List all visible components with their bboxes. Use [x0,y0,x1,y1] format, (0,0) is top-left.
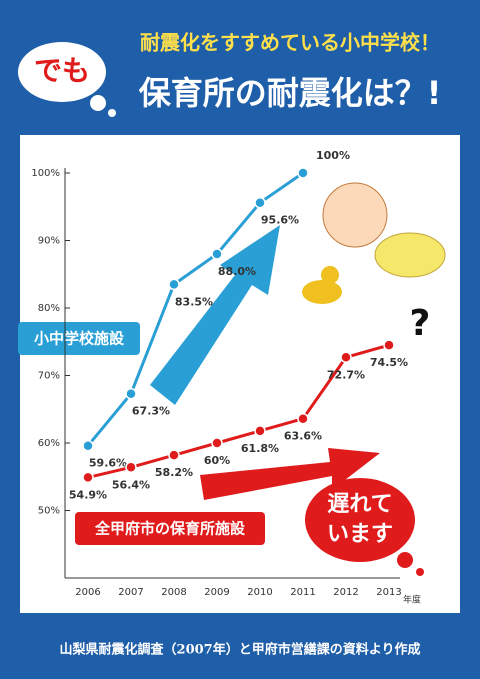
title-line2: 保育所の耐震化は？! [139,74,442,112]
value-label: 60% [204,454,230,467]
value-label: 74.5% [370,356,408,369]
value-label: 72.7% [327,368,365,381]
data-point [340,351,352,364]
data-point [211,437,223,449]
callout-bubble [305,478,415,562]
baby-illustration [374,232,446,278]
x-tick-label: 2011 [290,587,315,598]
x-tick-label: 2006 [75,587,100,598]
legend-box [75,512,265,545]
baby-illustration [322,182,388,248]
series-line [87,343,390,479]
value-label: 61.8% [241,442,279,455]
value-label: 88.0% [218,265,256,278]
x-tick-label: 2007 [118,587,143,598]
bubble-dot [108,109,116,117]
value-label: 63.6% [284,430,322,443]
value-label: 58.2% [155,466,193,479]
up-arrow [150,225,280,405]
data-point [168,278,180,291]
value-label: 56.4% [112,478,150,491]
bubble-dot [416,568,424,576]
x-tick-label: 2012 [333,587,358,598]
callout-text: 遅れて [327,492,392,517]
data-point [125,461,137,474]
bubble-dot [397,552,413,568]
duck-illustration [321,266,339,284]
x-tick-label: 2008 [161,587,186,598]
data-point [254,425,266,437]
y-tick-label: 50% [38,506,60,517]
data-point [82,439,94,452]
data-point [125,387,137,400]
legend-box [18,322,140,355]
value-label: 54.9% [69,488,107,501]
y-tick-label: 60% [38,438,60,449]
series-line [86,171,304,447]
data-point [254,196,266,209]
y-tick-label: 70% [38,371,60,382]
data-point [168,449,180,461]
data-point [383,339,395,351]
y-tick-label: 100% [31,168,60,179]
footer-note: 山梨県耐震化調査（2007年）と甲府市営繕課の資料より作成 [60,642,421,658]
data-point [211,248,223,260]
x-tick-label: 2009 [204,587,229,598]
data-point [297,167,309,179]
value-label: 83.5% [175,295,213,308]
legend-label: 小中学校施設 [34,330,125,348]
bubble-dot [90,95,106,111]
x-tick-label: 2010 [247,587,272,598]
value-label: 59.6% [89,457,127,470]
data-point [297,412,309,425]
value-label: 95.6% [261,214,299,227]
lead-text: でも [34,54,90,87]
value-label: 100% [316,149,350,162]
data-point [82,471,94,484]
lead-bubble [18,42,106,102]
y-tick-label: 80% [38,303,60,314]
duck-illustration [302,280,342,304]
question-mark: ? [410,303,431,344]
value-label: 67.3% [132,405,170,418]
title-line1: 耐震化をすすめている小中学校！ [140,31,440,55]
x-tick-label: 2013 [376,587,401,598]
y-tick-label: 90% [38,236,60,247]
legend-label: 全甲府市の保育所施設 [94,520,246,538]
x-axis-label: 年度 [403,594,421,606]
callout-text: います [327,522,393,547]
